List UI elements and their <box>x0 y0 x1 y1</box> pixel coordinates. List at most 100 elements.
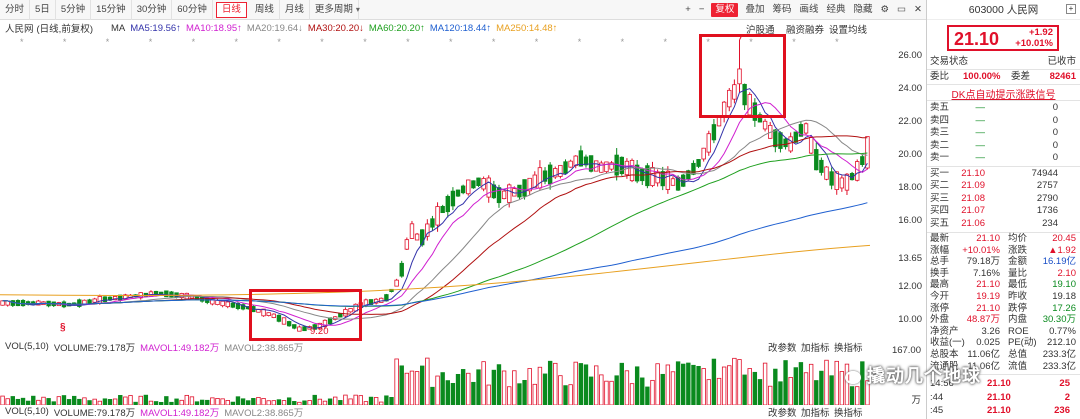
close-icon[interactable]: ✕ <box>914 4 922 15</box>
window-icon[interactable]: ▭ <box>897 4 907 15</box>
dk-signal-link[interactable]: DK点自动提示涨跌信号 <box>951 90 1056 101</box>
toolbar-button-3[interactable]: 叠加 <box>745 4 765 15</box>
stat-row: 最高 21.10 最低 19.10 <box>927 279 1080 291</box>
event-marker[interactable]: * <box>664 37 668 47</box>
expand-icon[interactable]: + <box>1066 4 1076 14</box>
change-params-button-2[interactable]: 改参数 <box>768 408 797 419</box>
candle-body <box>860 156 865 165</box>
event-marker[interactable]: * <box>706 37 710 47</box>
volume-chart[interactable] <box>0 353 870 405</box>
period-tab-8[interactable]: 月线 <box>280 0 310 20</box>
quote-panel: 603000 人民网 + 21.10 +1.92 +10.01% 交易状态 已收… <box>926 0 1080 419</box>
candle-body <box>645 165 650 187</box>
event-marker[interactable]: * <box>63 37 67 47</box>
buy-row[interactable]: 买四 21.07 1736 <box>927 205 1080 217</box>
tab-margin[interactable]: 融资融券 <box>786 25 825 36</box>
settings-icon[interactable]: ⚙ <box>880 4 890 15</box>
change-params-button[interactable]: 改参数 <box>768 343 797 354</box>
toolbar-button-5[interactable]: 画线 <box>799 4 819 15</box>
candle-body <box>112 296 118 301</box>
period-tab-9[interactable]: 更多周期 <box>310 0 359 20</box>
candle-body <box>814 149 819 171</box>
event-marker[interactable]: * <box>535 37 539 47</box>
tick-time: :44 <box>930 391 944 403</box>
status-value: 已收市 <box>1047 56 1076 67</box>
swap-indicator-button[interactable]: 换指标 <box>834 343 863 354</box>
period-tab-4[interactable]: 30分钟 <box>132 0 173 20</box>
event-marker[interactable]: * <box>149 37 153 47</box>
period-tab-3[interactable]: 15分钟 <box>91 0 132 20</box>
toolbar-button-0[interactable]: + <box>685 4 691 15</box>
event-marker[interactable]: * <box>363 37 367 47</box>
toolbar-button-7[interactable]: 隐藏 <box>853 4 873 15</box>
volume-bar <box>855 386 860 405</box>
toolbar-button-6[interactable]: 经典 <box>826 4 846 15</box>
candle-body <box>302 326 307 332</box>
add-indicator-button[interactable]: 加指标 <box>801 343 830 354</box>
period-tab-5[interactable]: 60分钟 <box>172 0 213 20</box>
level-label: 卖一 <box>930 152 950 163</box>
event-marker[interactable]: * <box>320 37 324 47</box>
toolbar-button-2[interactable]: 复权 <box>711 3 739 17</box>
event-marker[interactable]: * <box>106 37 110 47</box>
volume-bar <box>814 380 819 405</box>
sell-row[interactable]: 卖一 — 0 <box>927 152 1080 164</box>
vol-label: VOL(5,10) <box>5 341 49 352</box>
volume-bar <box>389 397 394 405</box>
dividend-marker[interactable]: § <box>60 322 66 333</box>
event-marker[interactable]: * <box>235 37 239 47</box>
stat-label: 涨停 <box>930 302 950 314</box>
stat-value: 0.025 <box>976 337 1000 349</box>
event-marker[interactable]: * <box>449 37 453 47</box>
toolbar-button-4[interactable]: 筹码 <box>772 4 792 15</box>
sell-row[interactable]: 卖五 — 0 <box>927 102 1080 114</box>
period-tab-1[interactable]: 5日 <box>30 0 56 20</box>
buy-row[interactable]: 买一 21.10 74944 <box>927 168 1080 180</box>
event-marker[interactable]: * <box>749 37 753 47</box>
period-tab-0[interactable]: 分时 <box>0 0 31 20</box>
candle-body <box>348 308 353 313</box>
event-marker[interactable]: * <box>792 37 796 47</box>
volume-bar <box>670 371 676 405</box>
event-marker[interactable]: * <box>578 37 582 47</box>
candle-body <box>711 124 717 141</box>
candle-body <box>691 162 696 175</box>
vol2-mavol2: MAVOL2:38.865万 <box>224 407 304 419</box>
event-marker[interactable]: * <box>492 37 496 47</box>
event-marker[interactable]: * <box>835 37 839 47</box>
buy-row[interactable]: 买五 21.06 234 <box>927 218 1080 230</box>
candle-body <box>409 223 415 239</box>
stat-value: 79.18万 <box>966 256 1000 268</box>
candle-body <box>266 312 271 316</box>
sell-row[interactable]: 卖四 — 0 <box>927 115 1080 127</box>
volume-bar <box>645 386 650 405</box>
period-tab-2[interactable]: 5分钟 <box>56 0 92 20</box>
stat-label: 内盘 <box>1008 314 1028 326</box>
sell-row[interactable]: 卖二 — 0 <box>927 140 1080 152</box>
candlestick-chart[interactable]: 26.969.20********************§ <box>0 36 870 336</box>
ma-label[interactable]: MA <box>110 22 126 34</box>
buy-row[interactable]: 买二 21.09 2757 <box>927 180 1080 192</box>
buy-row[interactable]: 买三 21.08 2790 <box>927 193 1080 205</box>
tab-hk-connect[interactable]: 沪股通 <box>746 25 775 36</box>
add-indicator-button-2[interactable]: 加指标 <box>801 408 830 419</box>
stat-label: 涨跌 <box>1008 244 1028 256</box>
swap-indicator-button-2[interactable]: 换指标 <box>834 408 863 419</box>
volume-bar <box>368 396 374 405</box>
sell-row[interactable]: 卖三 — 0 <box>927 127 1080 139</box>
volume-bar <box>727 365 732 405</box>
tab-set-ma[interactable]: 设置均线 <box>829 25 868 36</box>
stat-row: 涨停 21.10 跌停 17.26 <box>927 303 1080 315</box>
toolbar-button-1[interactable]: − <box>698 4 705 15</box>
candle-body <box>225 301 230 308</box>
period-tab-6[interactable]: 日线 <box>215 1 247 18</box>
level-label: 买二 <box>930 180 950 191</box>
event-marker[interactable]: * <box>277 37 281 47</box>
event-marker[interactable]: * <box>406 37 410 47</box>
event-marker[interactable]: * <box>621 37 625 47</box>
event-marker[interactable]: * <box>20 37 24 47</box>
stat-label: 总手 <box>930 256 950 268</box>
stat-value: 233.3亿 <box>1042 349 1076 360</box>
event-marker[interactable]: * <box>192 37 196 47</box>
period-tab-7[interactable]: 周线 <box>250 0 280 20</box>
